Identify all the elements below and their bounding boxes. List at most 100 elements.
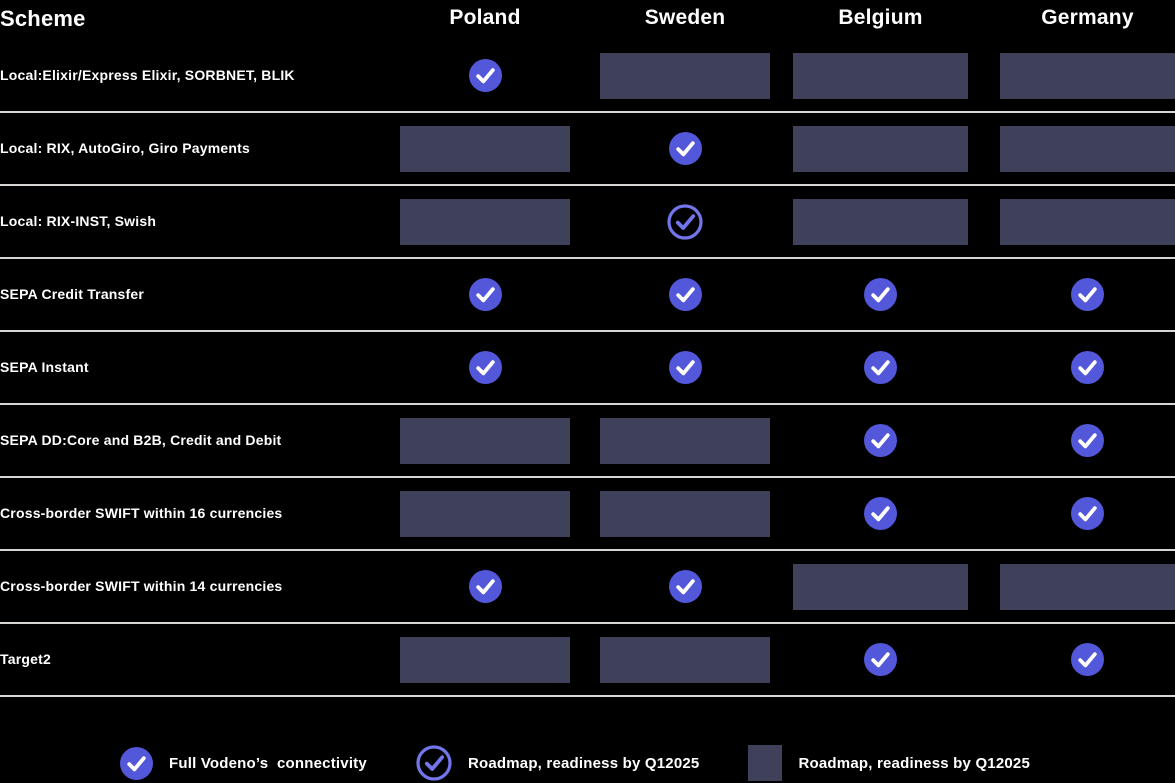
check-filled-icon <box>468 278 502 311</box>
block-icon <box>1000 198 1175 245</box>
block-icon <box>400 417 570 464</box>
table-cell <box>600 52 770 99</box>
scheme-label: Local: RIX, AutoGiro, Giro Payments <box>0 139 250 156</box>
scheme-label: Cross-border SWIFT within 14 currencies <box>0 577 283 594</box>
legend-label: Full Vodeno’s connectivity <box>169 754 367 772</box>
check-filled-icon <box>1071 278 1104 311</box>
table-row: Target2 <box>0 624 1175 697</box>
check-filled-icon <box>668 132 702 165</box>
table-cell <box>400 198 570 245</box>
scheme-label: Target2 <box>0 650 51 667</box>
table-cell <box>400 417 570 464</box>
legend-item-roadmap-block: Roadmap, readiness by Q12025 <box>748 745 1030 781</box>
block-icon <box>400 125 570 172</box>
table-cell <box>400 278 570 311</box>
table-cell <box>1000 497 1175 530</box>
table-cell <box>400 351 570 384</box>
table-cell <box>400 125 570 172</box>
table-row: Cross-border SWIFT within 14 currencies <box>0 551 1175 624</box>
table-cell <box>1000 643 1175 676</box>
check-filled-icon <box>864 643 897 676</box>
table-row: Local: RIX, AutoGiro, Giro Payments <box>0 113 1175 186</box>
table-cell <box>1000 278 1175 311</box>
block-icon <box>793 563 968 610</box>
table-cell <box>600 490 770 537</box>
table-row: SEPA Credit Transfer <box>0 259 1175 332</box>
table-cell <box>793 643 968 676</box>
block-icon <box>600 490 770 537</box>
block-icon <box>1000 125 1175 172</box>
table-cell <box>793 125 968 172</box>
legend: Full Vodeno’s connectivity Roadmap, read… <box>0 743 1175 783</box>
block-icon <box>1000 52 1175 99</box>
table-header: Scheme Poland Sweden Belgium Germany <box>0 0 1175 40</box>
check-filled-icon <box>1071 643 1104 676</box>
check-filled-icon <box>468 351 502 384</box>
check-filled-icon <box>864 278 897 311</box>
check-outline-icon <box>416 745 452 781</box>
country-header-germany: Germany <box>1041 6 1134 29</box>
check-filled-icon <box>668 570 702 603</box>
table-cell <box>600 570 770 603</box>
block-icon <box>600 52 770 99</box>
table-cell <box>1000 52 1175 99</box>
table-cell <box>400 570 570 603</box>
table-cell <box>793 278 968 311</box>
table-cell <box>1000 351 1175 384</box>
table-cell <box>793 424 968 457</box>
table-cell <box>793 52 968 99</box>
check-filled-icon <box>468 59 502 92</box>
check-filled-icon <box>864 424 897 457</box>
scheme-label: SEPA Credit Transfer <box>0 285 145 302</box>
table-cell <box>600 636 770 683</box>
table-cell <box>793 563 968 610</box>
legend-label: Roadmap, readiness by Q12025 <box>467 754 700 772</box>
table-row: SEPA DD:Core and B2B, Credit and Debit <box>0 405 1175 478</box>
check-filled-icon <box>668 351 702 384</box>
check-filled-icon <box>1071 497 1104 530</box>
scheme-label: Cross-border SWIFT within 16 currencies <box>0 504 283 521</box>
block-icon <box>400 636 570 683</box>
scheme-label: SEPA Instant <box>0 358 89 375</box>
country-header-sweden: Sweden <box>644 6 726 29</box>
table-row: Local: RIX-INST, Swish <box>0 186 1175 259</box>
check-outline-icon <box>667 203 703 240</box>
table-cell <box>793 497 968 530</box>
table-cell <box>793 351 968 384</box>
table-row: SEPA Instant <box>0 332 1175 405</box>
table-cell <box>1000 198 1175 245</box>
table-cell <box>1000 424 1175 457</box>
table-cell <box>600 203 770 240</box>
table-cell <box>793 198 968 245</box>
block-icon <box>793 52 968 99</box>
legend-label: Roadmap, readiness by Q12025 <box>798 754 1031 772</box>
table-row: Cross-border SWIFT within 16 currencies <box>0 478 1175 551</box>
table-cell <box>400 490 570 537</box>
block-icon <box>400 490 570 537</box>
table-cell <box>600 132 770 165</box>
block-icon <box>1000 563 1175 610</box>
scheme-label: Local: RIX-INST, Swish <box>0 212 157 229</box>
block-icon <box>793 198 968 245</box>
legend-item-roadmap-outline: Roadmap, readiness by Q12025 <box>416 745 700 781</box>
table-cell <box>400 59 570 92</box>
block-icon <box>600 636 770 683</box>
check-filled-icon <box>468 570 502 603</box>
table-row: Local:Elixir/Express Elixir, SORBNET, BL… <box>0 40 1175 113</box>
table-cell <box>600 278 770 311</box>
table-cell <box>600 351 770 384</box>
block-icon <box>400 198 570 245</box>
check-filled-icon <box>864 351 897 384</box>
check-filled-icon <box>864 497 897 530</box>
table-cell <box>1000 125 1175 172</box>
block-icon <box>600 417 770 464</box>
country-header-poland: Poland <box>449 6 521 29</box>
check-filled-icon <box>1071 424 1104 457</box>
table-cell <box>400 636 570 683</box>
country-header-belgium: Belgium <box>838 6 923 29</box>
check-filled-icon <box>668 278 702 311</box>
check-filled-icon <box>1071 351 1104 384</box>
block-icon <box>793 125 968 172</box>
block-icon <box>748 745 783 781</box>
